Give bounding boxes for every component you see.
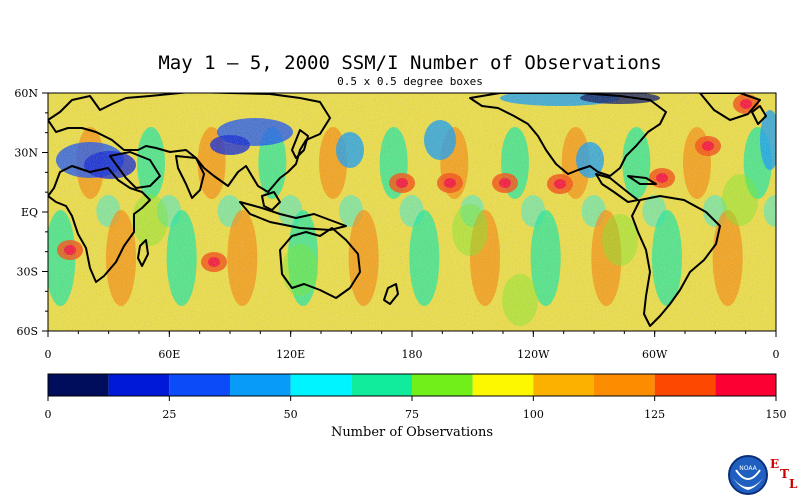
- lon-tick-label: 60W: [642, 348, 668, 361]
- lat-tick-label: 30N: [14, 147, 38, 160]
- logo-letter-t: T: [780, 467, 789, 481]
- longitude-axis: 0 60E 120E 180 120W 60W 0: [45, 331, 780, 361]
- colorbar-tick-label: 100: [523, 408, 544, 421]
- lon-tick-label: 60E: [158, 348, 180, 361]
- logo-letter-e: E: [770, 457, 779, 471]
- coastline-central-america: [595, 173, 639, 203]
- logo-text: NOAA: [739, 465, 757, 472]
- coastline-africa: [48, 165, 151, 283]
- colorbar-swatch: [412, 374, 473, 396]
- noaa-logo-icon: NOAA: [728, 455, 768, 495]
- coastline-india: [175, 155, 205, 199]
- lat-tick-label: EQ: [21, 206, 38, 219]
- lon-tick-label: 120W: [517, 348, 550, 361]
- coastline-north-america: [469, 93, 667, 177]
- coastline-indonesia: [239, 201, 347, 231]
- lat-tick-label: 60S: [16, 325, 38, 338]
- lat-tick-label: 60N: [14, 87, 38, 100]
- coastline-greenland: [699, 93, 761, 121]
- colorbar-tick-label: 125: [644, 408, 665, 421]
- lon-tick-label: 0: [773, 348, 780, 361]
- colorbar-tick-label: 0: [45, 408, 52, 421]
- colorbar-swatch: [472, 374, 534, 396]
- colorbar-swatch: [351, 374, 412, 396]
- map-subtitle: 0.5 x 0.5 degree boxes: [337, 75, 483, 88]
- colorbar-swatch: [715, 374, 776, 396]
- lon-tick-label: 120E: [276, 348, 305, 361]
- colorbar-tick-label: 150: [766, 408, 787, 421]
- observation-map: [48, 93, 776, 331]
- colorbar-tick-label: 25: [162, 408, 176, 421]
- colorbar-swatch: [48, 374, 109, 396]
- colorbar: 0 25 50 75 100 125 150: [45, 373, 787, 421]
- coastline-uk: [751, 105, 767, 125]
- colorbar-swatch: [230, 374, 291, 396]
- colorbar-swatch: [654, 374, 716, 396]
- coastline-australia: [279, 227, 361, 299]
- coastline-eurasia: [48, 93, 331, 193]
- coastline-borneo: [261, 191, 281, 211]
- colorbar-swatch: [169, 374, 230, 396]
- colorbar-tick-label: 50: [284, 408, 298, 421]
- latitude-axis: 60N 30N EQ 30S 60S: [14, 87, 48, 338]
- colorbar-label: Number of Observations: [331, 425, 493, 440]
- lon-tick-label: 0: [45, 348, 52, 361]
- coastline-cuba: [627, 175, 657, 185]
- coastline-arabia: [109, 151, 161, 189]
- lon-tick-label: 180: [402, 348, 423, 361]
- colorbar-swatch: [533, 374, 594, 396]
- lat-tick-label: 30S: [16, 266, 38, 279]
- coastline-south-america: [631, 195, 721, 327]
- logo-letter-l: L: [789, 477, 798, 491]
- colorbar-swatch: [290, 374, 352, 396]
- coastline-new-zealand: [383, 283, 399, 305]
- colorbar-swatch: [108, 374, 170, 396]
- map-title: May 1 – 5, 2000 SSM/I Number of Observat…: [158, 52, 662, 74]
- coastlines: [48, 93, 767, 327]
- coastline-madagascar: [137, 239, 149, 267]
- colorbar-tick-label: 75: [405, 408, 419, 421]
- speckle-texture: [48, 93, 776, 331]
- colorbar-swatch: [594, 374, 655, 396]
- coastline-japan: [291, 129, 309, 159]
